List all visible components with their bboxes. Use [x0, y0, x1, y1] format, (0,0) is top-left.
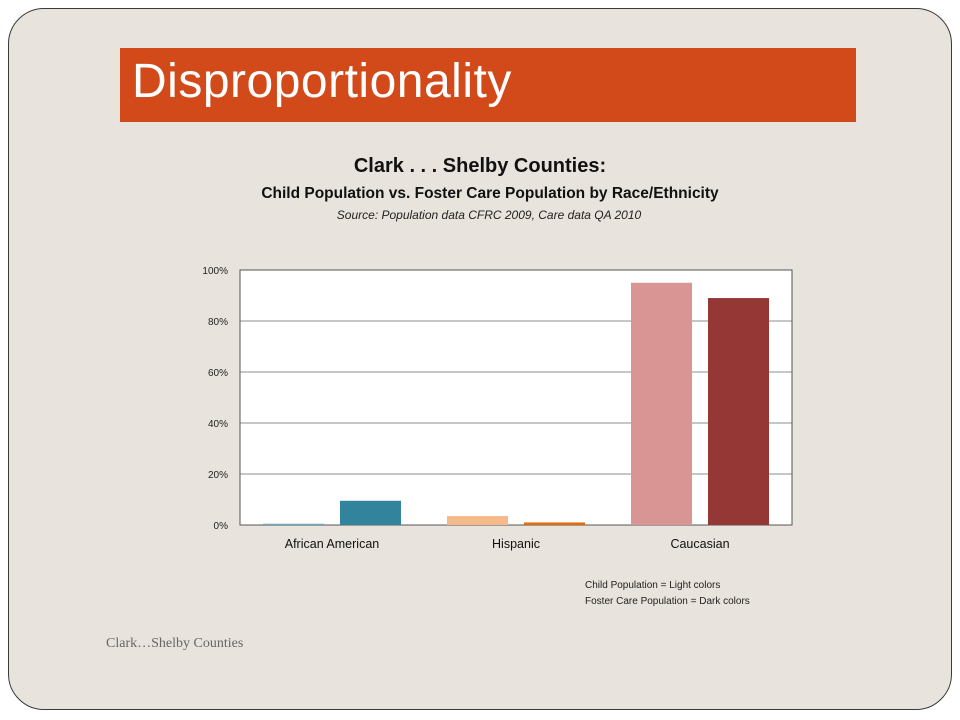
bar: [263, 523, 324, 525]
plot-border: [239, 269, 793, 526]
y-tick-label: 80%: [208, 317, 228, 328]
title-bar: Disproportionality: [120, 48, 856, 122]
legend-note: Child Population = Light colors Foster C…: [585, 578, 750, 610]
y-tick-label: 100%: [202, 266, 228, 277]
bar: [631, 282, 692, 525]
y-tick-label: 60%: [208, 368, 228, 379]
bar: [708, 298, 769, 525]
legend-line-child: Child Population = Light colors: [585, 580, 721, 591]
x-tick-label: African American: [285, 537, 380, 551]
legend-line-foster: Foster Care Population = Dark colors: [585, 596, 750, 607]
slide-title: Disproportionality: [132, 55, 512, 108]
x-tick-label: Hispanic: [492, 537, 540, 551]
y-tick-label: 40%: [208, 419, 228, 430]
slide-footer: Clark…Shelby Counties: [106, 636, 244, 651]
y-tick-label: 20%: [208, 470, 228, 481]
chart-subtitle: Child Population vs. Foster Care Populat…: [261, 185, 719, 202]
chart-title: Clark . . . Shelby Counties:: [353, 155, 607, 177]
bar: [340, 500, 401, 525]
y-tick-label: 0%: [214, 521, 229, 532]
x-tick-label: Caucasian: [670, 537, 729, 551]
chart-source: Source: Population data CFRC 2009, Care …: [336, 208, 642, 222]
bar: [447, 516, 508, 525]
bar: [524, 522, 585, 525]
plot-area: [240, 270, 792, 525]
